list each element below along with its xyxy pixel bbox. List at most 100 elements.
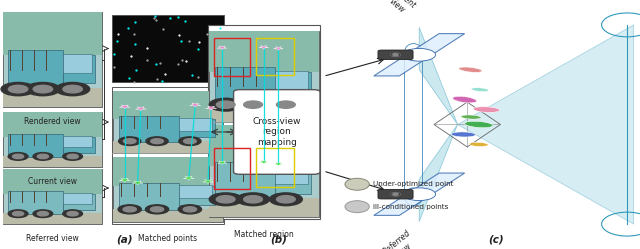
Circle shape [118, 137, 141, 145]
Text: Current view: Current view [28, 177, 77, 186]
Polygon shape [183, 176, 195, 180]
Bar [275, 72, 311, 99]
Bar [8, 50, 63, 90]
Bar [112, 15, 224, 82]
Bar [34, 134, 35, 146]
Ellipse shape [345, 201, 369, 213]
Bar [3, 12, 102, 107]
Ellipse shape [452, 96, 477, 103]
Circle shape [124, 139, 136, 144]
Bar [113, 91, 223, 153]
Bar [46, 191, 47, 203]
Ellipse shape [459, 67, 482, 72]
Bar [63, 55, 95, 83]
Ellipse shape [473, 107, 500, 112]
Circle shape [151, 139, 163, 144]
Bar [209, 31, 319, 122]
Bar [230, 67, 231, 87]
Circle shape [179, 137, 201, 145]
Circle shape [118, 205, 141, 214]
Bar [209, 104, 319, 122]
Bar [134, 116, 135, 129]
Circle shape [67, 154, 78, 159]
Bar [3, 213, 102, 224]
Ellipse shape [461, 115, 481, 119]
Bar [63, 136, 93, 147]
Circle shape [209, 98, 242, 111]
Bar [63, 193, 93, 204]
Bar [3, 112, 102, 167]
Bar [10, 191, 11, 203]
FancyBboxPatch shape [234, 90, 320, 174]
Text: (a): (a) [116, 234, 133, 244]
Bar [230, 162, 231, 182]
Bar [179, 186, 215, 205]
Polygon shape [374, 173, 465, 215]
Circle shape [390, 192, 401, 196]
Bar [208, 25, 320, 219]
Polygon shape [202, 180, 214, 184]
Bar [147, 183, 148, 197]
Circle shape [33, 153, 52, 160]
Bar [209, 198, 319, 217]
Polygon shape [273, 47, 284, 50]
Bar [63, 194, 95, 210]
Polygon shape [374, 34, 465, 76]
Circle shape [8, 210, 28, 218]
Polygon shape [205, 106, 217, 110]
Circle shape [237, 193, 269, 206]
Circle shape [244, 196, 262, 203]
Bar [256, 38, 294, 74]
Circle shape [8, 153, 28, 160]
Circle shape [269, 98, 302, 111]
Bar [22, 50, 23, 71]
Bar [214, 148, 250, 189]
Circle shape [63, 210, 83, 218]
Bar [179, 118, 212, 131]
Text: Referred
view: Referred view [381, 228, 419, 249]
Circle shape [209, 193, 242, 206]
Polygon shape [119, 178, 131, 182]
Bar [243, 162, 244, 182]
Bar [113, 140, 223, 153]
Polygon shape [273, 162, 284, 166]
Circle shape [26, 82, 60, 96]
Bar [113, 157, 223, 222]
Circle shape [1, 82, 35, 96]
Text: Matched region: Matched region [234, 230, 294, 239]
Bar [209, 31, 319, 72]
Text: Rendered view: Rendered view [24, 117, 81, 126]
Circle shape [184, 139, 196, 144]
Bar [3, 156, 102, 167]
Bar [34, 191, 35, 203]
Ellipse shape [471, 88, 489, 92]
Bar [34, 50, 35, 71]
Circle shape [123, 207, 136, 212]
Circle shape [183, 207, 196, 212]
Circle shape [393, 193, 398, 195]
Circle shape [276, 196, 295, 203]
Bar [209, 125, 319, 166]
Bar [112, 87, 224, 224]
Bar [46, 134, 47, 146]
Polygon shape [419, 124, 458, 222]
Text: Under-optimized point: Under-optimized point [373, 181, 454, 187]
Bar [134, 183, 135, 197]
Text: (b): (b) [270, 234, 287, 244]
Bar [217, 67, 218, 87]
Bar [113, 209, 223, 222]
Bar [22, 134, 23, 146]
Bar [243, 67, 244, 87]
Bar [275, 71, 308, 89]
Polygon shape [259, 46, 269, 49]
Circle shape [37, 154, 49, 159]
Circle shape [403, 188, 436, 201]
Bar [179, 119, 215, 137]
Polygon shape [132, 181, 143, 185]
Circle shape [179, 205, 202, 214]
FancyBboxPatch shape [378, 50, 413, 60]
Bar [22, 191, 23, 203]
Text: Matched points: Matched points [138, 234, 198, 243]
Bar [179, 186, 212, 198]
FancyBboxPatch shape [378, 189, 413, 199]
